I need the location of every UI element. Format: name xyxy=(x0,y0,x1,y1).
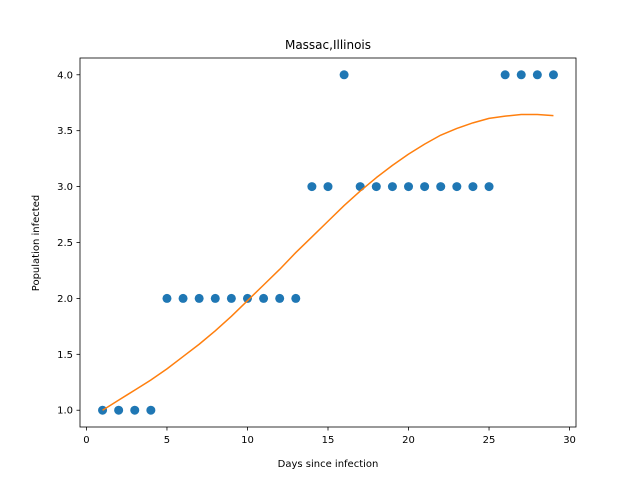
x-tick-label: 5 xyxy=(164,435,170,446)
data-point xyxy=(500,70,510,80)
data-point xyxy=(259,293,269,303)
plot-border xyxy=(79,57,577,428)
y-tick-label: 2.0 xyxy=(57,294,73,305)
data-point xyxy=(516,70,526,80)
x-tick-label: 25 xyxy=(483,435,496,446)
y-tick-label: 3.0 xyxy=(57,182,73,193)
data-point xyxy=(468,182,478,192)
x-tick-label: 0 xyxy=(83,435,89,446)
y-axis-label: Population infected xyxy=(31,195,42,291)
data-point xyxy=(532,70,542,80)
y-tick-label: 2.5 xyxy=(57,238,73,249)
data-point xyxy=(242,293,252,303)
data-point xyxy=(210,293,220,303)
y-tick-label: 3.5 xyxy=(57,126,73,137)
x-tick-label: 10 xyxy=(241,435,254,446)
y-tick-label: 1.0 xyxy=(57,406,73,417)
data-point xyxy=(323,182,333,192)
fit-line xyxy=(102,113,554,411)
data-point xyxy=(275,293,285,303)
data-point xyxy=(130,405,140,415)
data-point xyxy=(548,70,558,80)
data-point xyxy=(98,405,108,415)
data-point xyxy=(339,70,349,80)
x-axis-label: Days since infection xyxy=(278,459,379,470)
data-point xyxy=(355,182,365,192)
x-tick-label: 20 xyxy=(402,435,415,446)
data-point xyxy=(194,293,204,303)
data-point xyxy=(420,182,430,192)
x-tick-label: 30 xyxy=(563,435,576,446)
data-point xyxy=(436,182,446,192)
plot-layer xyxy=(98,70,558,415)
data-point xyxy=(307,182,317,192)
data-point xyxy=(226,293,236,303)
data-point xyxy=(452,182,462,192)
data-point xyxy=(291,293,301,303)
chart-title: Massac,Illinois xyxy=(285,38,371,52)
ticks: 0 5 10 15 20 25 30 1.0 1.5 2.0 2.5 3.0 3.5 4.0 xyxy=(57,70,576,446)
data-point xyxy=(387,182,397,192)
y-tick-label: 1.5 xyxy=(57,350,73,361)
data-point xyxy=(484,182,494,192)
data-point xyxy=(404,182,414,192)
data-point xyxy=(146,405,156,415)
data-point xyxy=(371,182,381,192)
y-tick-label: 4.0 xyxy=(57,70,73,81)
axes-frame xyxy=(79,57,577,428)
data-point xyxy=(114,405,124,415)
data-point xyxy=(178,293,188,303)
data-point xyxy=(162,293,172,303)
x-tick-label: 15 xyxy=(322,435,335,446)
